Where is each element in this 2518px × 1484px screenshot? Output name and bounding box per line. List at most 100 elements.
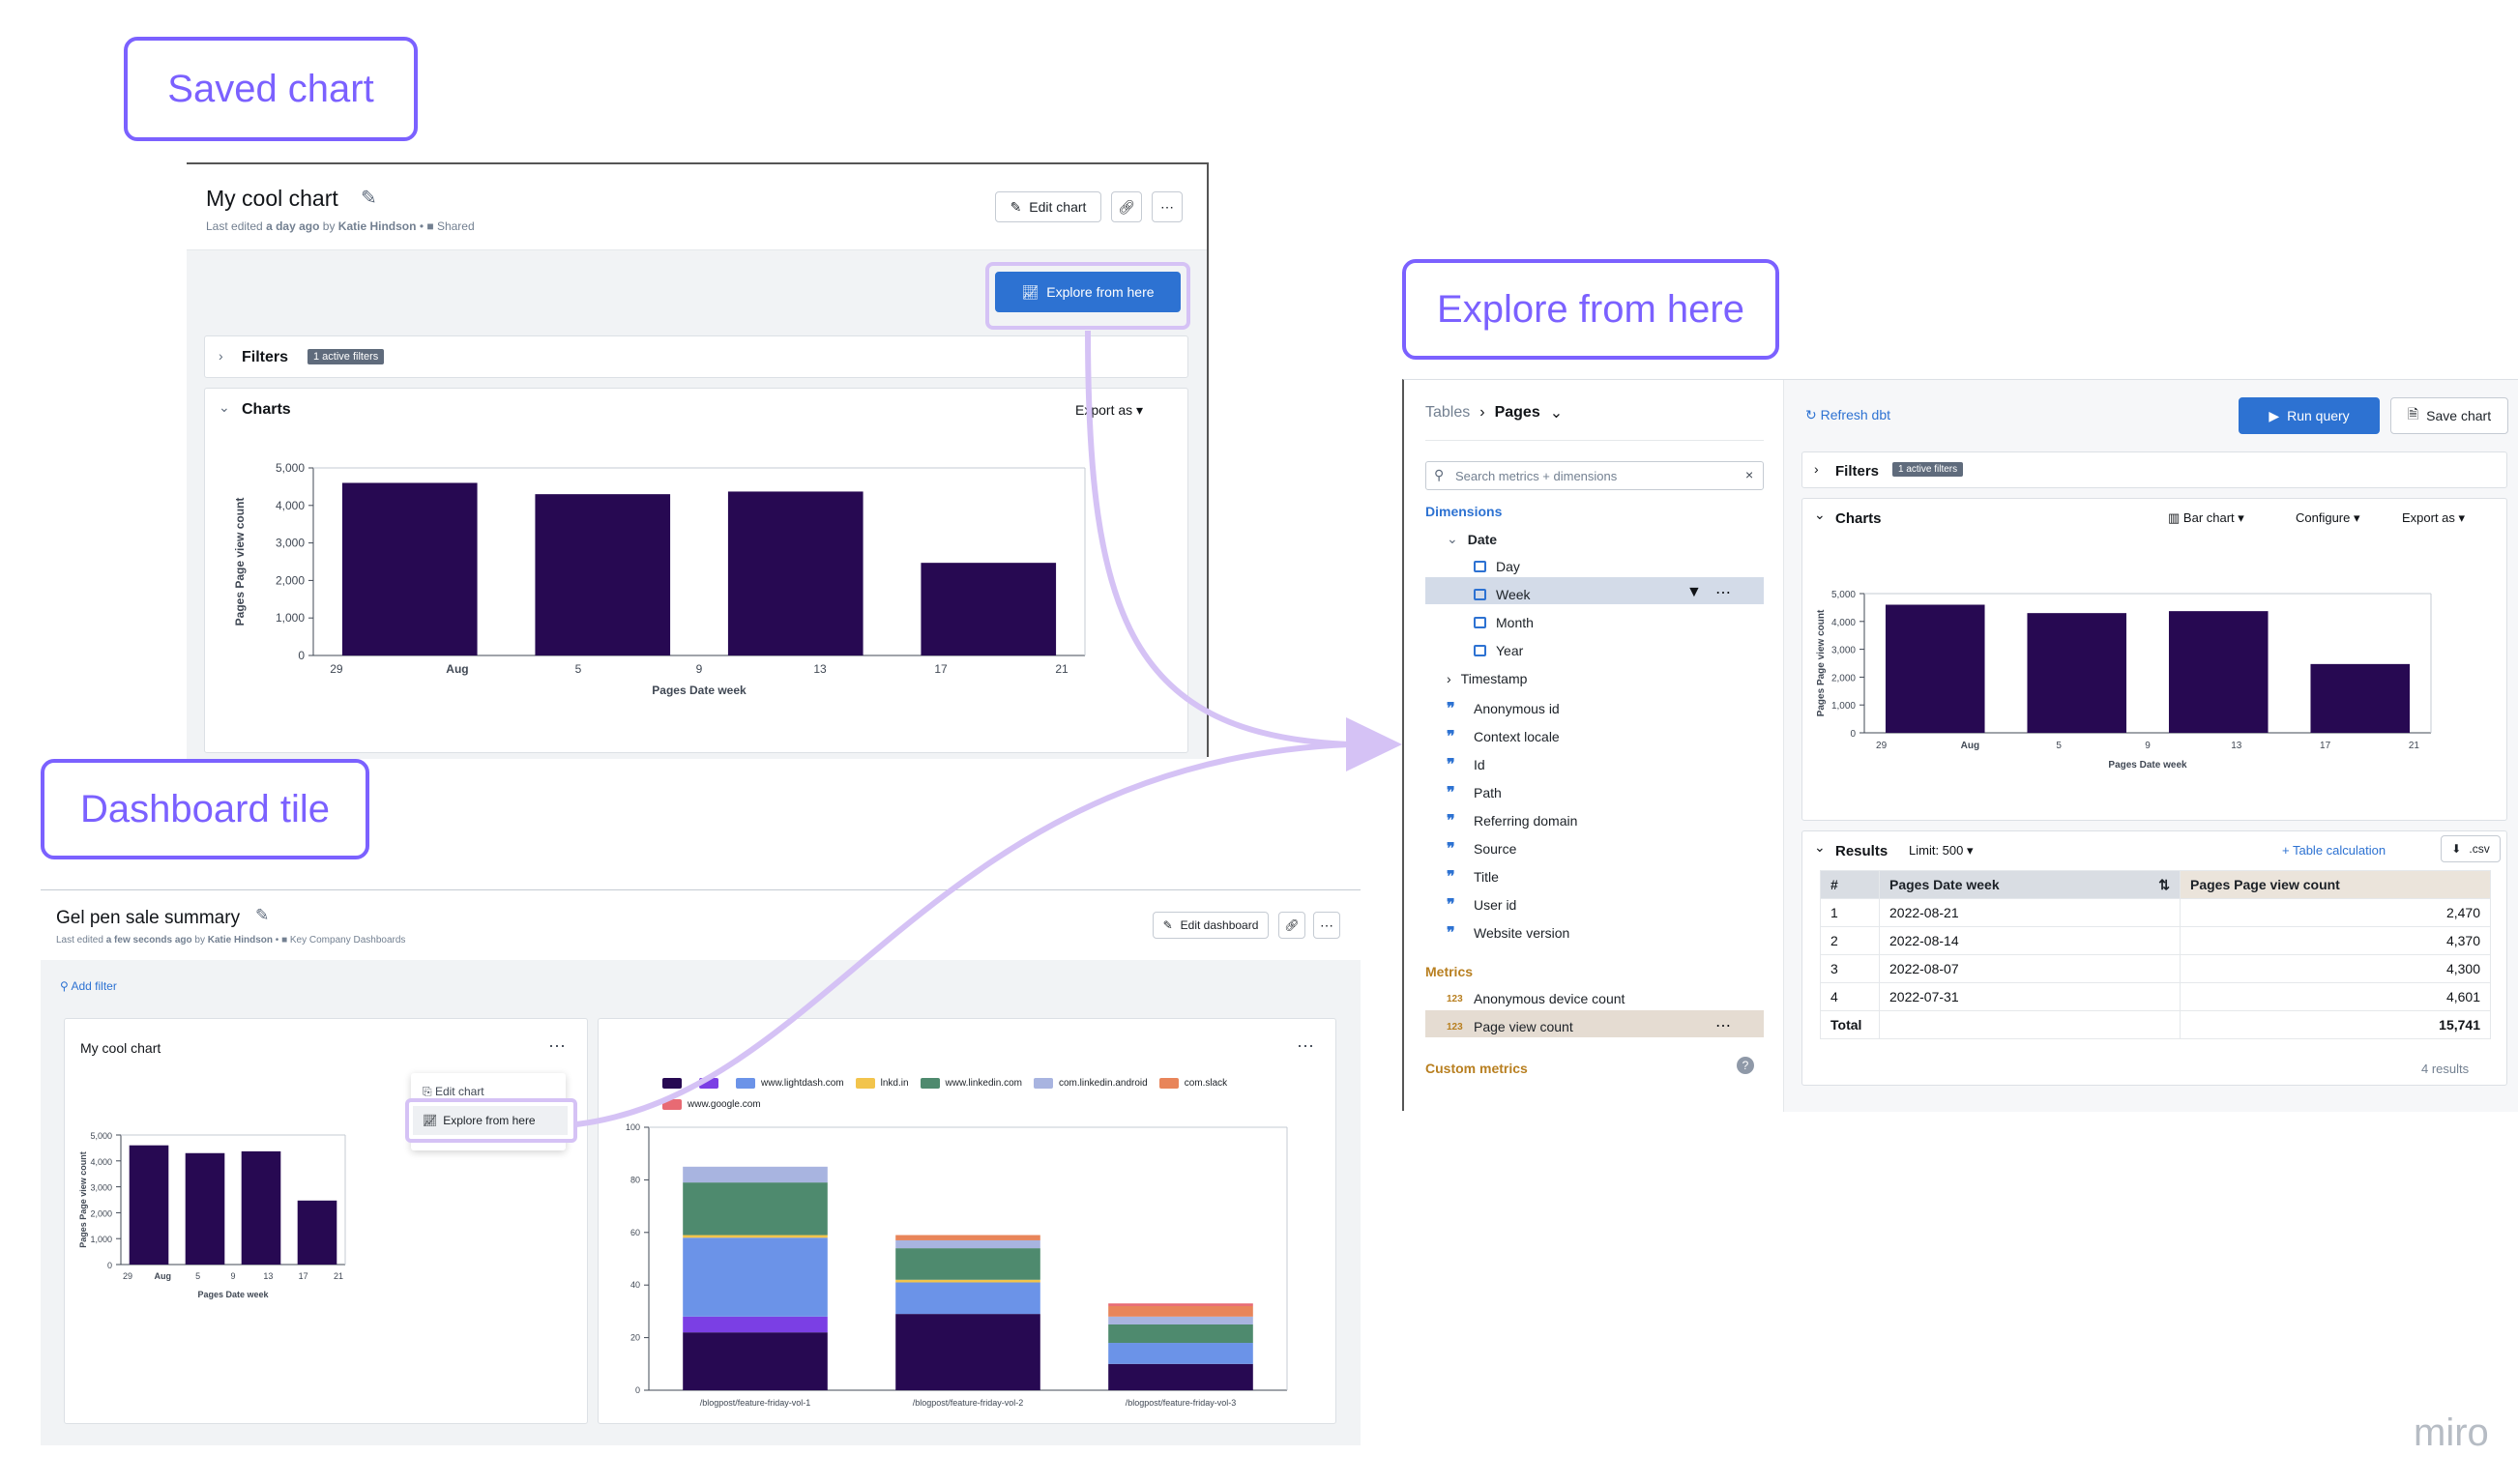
sort-icon[interactable]: ⇅ — [2158, 876, 2170, 892]
table-cell[interactable]: 4,370 — [2180, 926, 2491, 955]
tree-item-dimension[interactable]: ❞ Context locale — [1447, 727, 1560, 746]
breadcrumb-tables[interactable]: Tables — [1425, 404, 1471, 421]
tree-item-page-view-count[interactable]: 123 Page view count — [1447, 1019, 1573, 1034]
legend-item[interactable]: www.google.com — [662, 1098, 761, 1110]
stacked-bar-segment[interactable] — [683, 1237, 828, 1317]
share-link-button[interactable]: 🔗︎ — [1111, 191, 1142, 222]
chevron-down-icon[interactable]: ⌄ — [1814, 839, 1826, 855]
table-calculation-button[interactable]: + Table calculation — [2282, 843, 2386, 858]
row-more-icon[interactable]: ⋯ — [1715, 585, 1731, 601]
column-header-page-view-count[interactable]: Pages Page view count — [2180, 870, 2491, 899]
tree-item-dimension[interactable]: ❞ Website version — [1447, 923, 1569, 943]
share-link-button[interactable]: 🔗︎ — [1278, 912, 1305, 939]
row-more-icon[interactable]: ⋯ — [1715, 1018, 1731, 1034]
limit-dropdown[interactable]: Limit: 500 ▾ — [1909, 843, 1974, 858]
bar[interactable] — [241, 1150, 281, 1265]
stacked-bar-segment[interactable] — [683, 1332, 828, 1390]
bar[interactable] — [2168, 611, 2269, 733]
more-options-button[interactable]: ⋯ — [1152, 191, 1183, 222]
edit-title-pencil-icon[interactable]: ✎ — [361, 188, 377, 209]
table-cell[interactable]: 2022-08-21 — [1879, 898, 2181, 927]
bar[interactable] — [129, 1145, 169, 1265]
legend-item[interactable]: lnkd.in — [855, 1077, 909, 1089]
table-cell[interactable]: 2022-07-31 — [1879, 982, 2181, 1011]
stacked-bar-segment[interactable] — [895, 1279, 1040, 1283]
save-chart-button[interactable]: 🗎︎ Save chart — [2390, 397, 2508, 434]
filters-card[interactable]: › Filters 1 active filters — [204, 335, 1188, 378]
bar[interactable] — [2027, 613, 2127, 733]
explore-filters-card[interactable]: › Filters 1 active filters — [1801, 451, 2507, 488]
explore-from-here-button[interactable]: 📈︎ Explore from here — [995, 272, 1181, 312]
tree-item-dimension[interactable]: ❞ Id — [1447, 755, 1485, 774]
table-cell[interactable]: 2022-08-07 — [1879, 954, 2181, 983]
search-input[interactable]: ⚲ Search metrics + dimensions × — [1425, 461, 1764, 490]
tree-item-year[interactable]: Year — [1474, 643, 1523, 658]
legend-item[interactable] — [699, 1077, 724, 1089]
legend-item[interactable]: com.linkedin.android — [1033, 1077, 1148, 1089]
export-as-dropdown[interactable]: Export as ▾ — [1075, 402, 1143, 419]
edit-dashboard-button[interactable]: ✎ Edit dashboard — [1153, 912, 1269, 939]
stacked-bar-segment[interactable] — [1108, 1324, 1253, 1344]
bar-chart-dropdown[interactable]: ▥ Bar chart ▾ — [2168, 510, 2244, 526]
table-cell[interactable]: 1 — [1820, 898, 1880, 927]
refresh-dbt-button[interactable]: ↻ Refresh dbt — [1805, 407, 1890, 423]
bar[interactable] — [1885, 604, 1985, 733]
edit-chart-button[interactable]: ✎ Edit chart — [995, 191, 1101, 222]
download-csv-button[interactable]: ⬇ .csv — [2441, 835, 2501, 862]
export-as-dropdown[interactable]: Export as ▾ — [2402, 510, 2465, 526]
chevron-down-icon[interactable]: ⌄ — [1814, 507, 1826, 522]
tree-item-dimension[interactable]: ❞ Referring domain — [1447, 811, 1577, 830]
bar[interactable] — [297, 1200, 337, 1265]
table-cell[interactable]: 4 — [1820, 982, 1880, 1011]
stacked-bar-segment[interactable] — [1108, 1303, 1253, 1306]
stacked-bar-segment[interactable] — [895, 1239, 1040, 1249]
bar[interactable] — [2310, 663, 2411, 733]
bar[interactable] — [535, 494, 671, 655]
legend-item[interactable] — [662, 1077, 688, 1089]
add-filter-button[interactable]: ⚲ Add filter — [60, 979, 117, 993]
more-options-button[interactable]: ⋯ — [1313, 912, 1340, 939]
filter-icon[interactable]: ▼ — [1686, 584, 1702, 600]
run-query-button[interactable]: ▶ Run query — [2239, 397, 2380, 434]
tree-item-page-view-count-row[interactable] — [1425, 1010, 1764, 1037]
stacked-bar-segment[interactable] — [683, 1166, 828, 1183]
chevron-down-icon[interactable]: ⌄ — [1549, 405, 1564, 422]
breadcrumb-pages[interactable]: Pages — [1494, 404, 1540, 421]
bar[interactable] — [185, 1152, 225, 1265]
menu-item-edit-chart[interactable]: ⎘ Edit chart — [423, 1085, 484, 1099]
clear-icon[interactable]: × — [1745, 467, 1754, 482]
table-cell[interactable]: 4,300 — [2180, 954, 2491, 983]
bar[interactable] — [921, 563, 1057, 655]
menu-item-explore-from-here[interactable]: 📈︎ Explore from here — [413, 1106, 568, 1135]
tree-item-week[interactable]: Week — [1474, 587, 1531, 602]
stacked-bar-segment[interactable] — [895, 1282, 1040, 1315]
tree-item-day[interactable]: Day — [1474, 559, 1520, 574]
tree-timestamp-group[interactable]: › Timestamp — [1447, 671, 1527, 686]
tree-item-month[interactable]: Month — [1474, 615, 1534, 630]
stacked-bar-segment[interactable] — [1108, 1305, 1253, 1317]
edit-title-pencil-icon[interactable]: ✎ — [255, 906, 270, 924]
table-cell[interactable]: 2 — [1820, 926, 1880, 955]
configure-dropdown[interactable]: Configure ▾ — [2296, 510, 2360, 526]
table-cell[interactable]: 3 — [1820, 954, 1880, 983]
tree-item-dimension[interactable]: ❞ Path — [1447, 783, 1502, 802]
tree-item-dimension[interactable]: ❞ User id — [1447, 895, 1516, 915]
table-cell[interactable]: 2,470 — [2180, 898, 2491, 927]
tile-more-icon[interactable]: ⋯ — [548, 1036, 566, 1056]
tree-item-dimension[interactable]: ❞ Anonymous id — [1447, 699, 1560, 718]
stacked-bar-segment[interactable] — [1108, 1316, 1253, 1324]
legend-item[interactable]: com.slack — [1158, 1077, 1227, 1089]
table-cell[interactable]: 2022-08-14 — [1879, 926, 2181, 955]
chevron-down-icon[interactable]: ⌄ — [219, 399, 230, 415]
stacked-bar-segment[interactable] — [683, 1235, 828, 1238]
stacked-bar-segment[interactable] — [895, 1248, 1040, 1280]
stacked-bar-segment[interactable] — [683, 1182, 828, 1236]
stacked-bar-segment[interactable] — [895, 1314, 1040, 1390]
tree-item-anonymous-device-count[interactable]: 123 Anonymous device count — [1447, 991, 1625, 1006]
tree-item-dimension[interactable]: ❞ Source — [1447, 839, 1516, 858]
stacked-bar-segment[interactable] — [1108, 1343, 1253, 1364]
tree-item-dimension[interactable]: ❞ Title — [1447, 867, 1499, 887]
stacked-bar-segment[interactable] — [895, 1235, 1040, 1240]
legend-item[interactable]: www.linkedin.com — [920, 1077, 1022, 1089]
stacked-bar-segment[interactable] — [683, 1316, 828, 1333]
